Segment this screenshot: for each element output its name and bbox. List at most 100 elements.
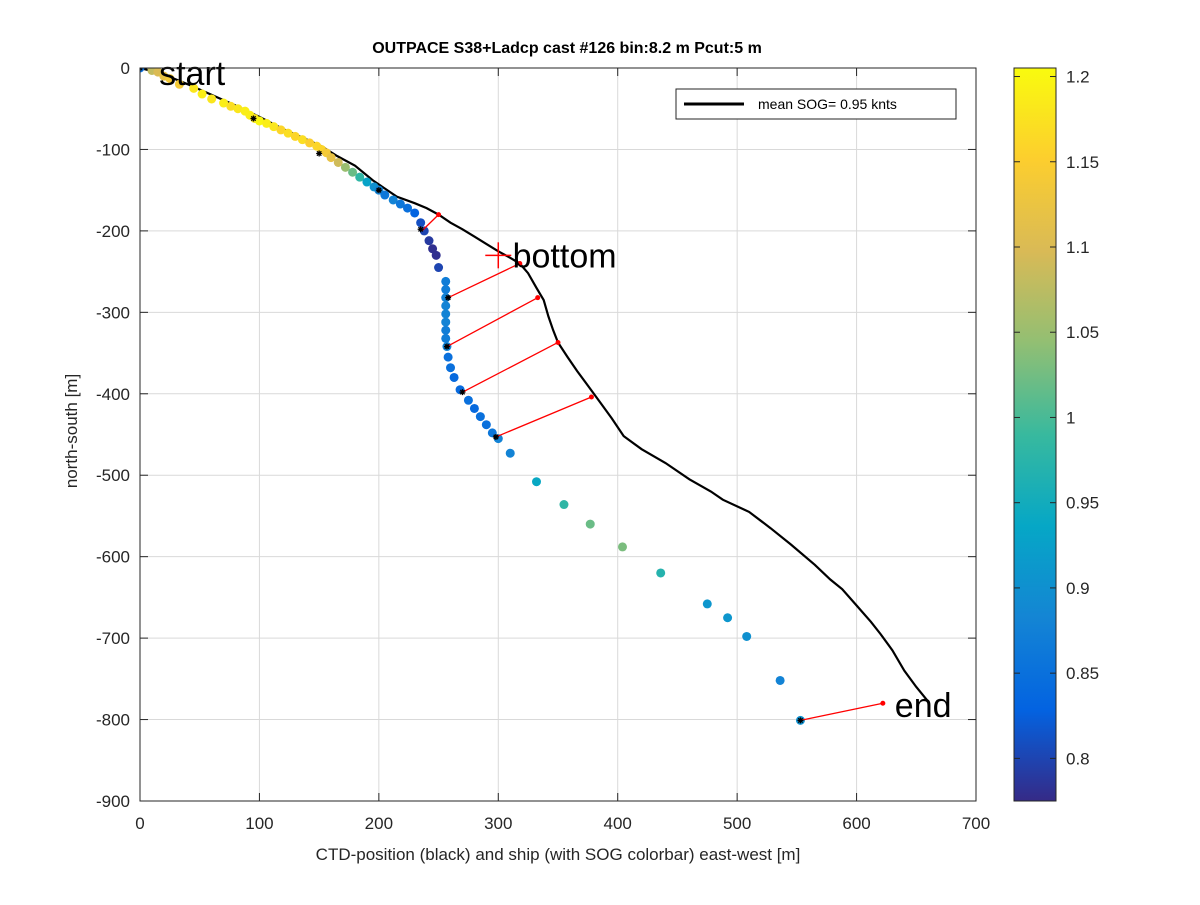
x-tick-label: 0 — [135, 814, 144, 833]
ctd-red-point — [588, 394, 594, 400]
ship-position-point — [233, 104, 243, 114]
colorbar-tick-label: 1 — [1066, 408, 1075, 427]
black-markers — [140, 68, 804, 724]
ship-positions — [140, 68, 805, 725]
chart-title: OUTPACE S38+Ladcp cast #126 bin:8.2 m Pc… — [372, 40, 762, 57]
connector-line — [447, 262, 521, 299]
ship-position-point — [189, 83, 199, 93]
ship-position-point — [165, 74, 175, 84]
connector-line — [462, 341, 559, 393]
colorbar-tick-label: 1.15 — [1066, 153, 1099, 172]
ship-position-point — [585, 519, 595, 529]
x-tick-label: 100 — [245, 814, 273, 833]
colorbar-ticks: 0.8 0.85 0.9 0.95 1 1.05 1.1 1.15 1.2 — [1014, 68, 1099, 768]
ship-position-point — [441, 317, 451, 327]
ship-position-point — [469, 403, 479, 413]
ship-position-point — [532, 477, 542, 487]
ship-position-point — [441, 325, 451, 335]
ship-position-point — [656, 568, 666, 578]
colorbar-bar — [1013, 67, 1057, 802]
ctd-red-point — [535, 295, 541, 301]
ship-position-point — [559, 500, 569, 510]
black-marker — [797, 717, 804, 724]
ship-position-point — [388, 195, 398, 205]
ship-position-point — [775, 675, 785, 685]
ship-position-point — [702, 599, 712, 609]
connector-line — [495, 396, 592, 438]
ctd-red-point — [436, 212, 442, 218]
ship-position-point — [290, 131, 300, 141]
annotation-bottom: bottom — [513, 237, 617, 275]
y-tick-label: -400 — [96, 385, 130, 404]
black-marker — [316, 150, 323, 157]
annotations: start bottom end — [159, 55, 951, 725]
ship-position-point — [481, 420, 491, 430]
ctd-red-point — [555, 339, 561, 345]
plot-area — [140, 68, 976, 801]
x-tick-label: 300 — [484, 814, 512, 833]
x-tick-labels: 0 100 200 300 400 500 600 700 — [135, 814, 990, 833]
ship-position-point — [380, 190, 390, 200]
ship-position-point — [305, 138, 315, 148]
y-axis-label: north-south [m] — [62, 374, 81, 488]
y-tick-label: -600 — [96, 548, 130, 567]
colorbar-tick-label: 0.8 — [1066, 749, 1090, 768]
ship-position-point — [441, 276, 451, 286]
ship-position-point — [441, 333, 451, 343]
ship-position-point — [197, 89, 207, 99]
legend-label: mean SOG= 0.95 knts — [758, 96, 897, 112]
ship-position-point — [254, 116, 264, 126]
x-axis-label: CTD-position (black) and ship (with SOG … — [316, 845, 801, 864]
y-tick-label: -300 — [96, 303, 130, 322]
x-tick-label: 400 — [604, 814, 632, 833]
connector-line — [800, 702, 883, 722]
ship-position-point — [449, 372, 459, 382]
colorbar-tick-label: 1.05 — [1066, 323, 1099, 342]
ship-position-point — [441, 285, 451, 295]
black-marker — [417, 226, 424, 233]
legend: mean SOG= 0.95 knts — [675, 88, 957, 120]
annotation-start: start — [159, 55, 226, 93]
y-tick-label: -200 — [96, 222, 130, 241]
black-marker — [492, 433, 499, 440]
y-tick-labels: 0 -100 -200 -300 -400 -500 -600 -700 -800 -900 — [96, 59, 130, 811]
plot-frame — [139, 67, 977, 802]
colorbar-tick-label: 1.2 — [1066, 68, 1090, 87]
y-tick-label: -500 — [96, 466, 130, 485]
ship-position-point — [431, 250, 441, 260]
x-tick-label: 200 — [365, 814, 393, 833]
ship-position-point — [617, 542, 627, 552]
ship-position-point — [269, 122, 279, 132]
black-marker — [250, 115, 257, 122]
ship-position-point — [219, 98, 229, 108]
ship-position-point — [226, 101, 236, 111]
connector-line — [446, 297, 539, 348]
colorbar-tick-label: 0.9 — [1066, 579, 1090, 598]
black-marker — [443, 343, 450, 350]
axis-ticks — [139, 67, 977, 802]
black-marker — [375, 187, 382, 194]
ship-position-point — [355, 172, 365, 182]
x-tick-label: 700 — [962, 814, 990, 833]
ship-position-point — [340, 162, 350, 172]
ship-position-point — [297, 135, 307, 145]
colorbar-tick-label: 0.95 — [1066, 494, 1099, 513]
ship-position-point — [463, 395, 473, 405]
ship-position-point — [742, 631, 752, 641]
y-tick-label: -800 — [96, 711, 130, 730]
colorbar-tick-label: 1.1 — [1066, 238, 1090, 257]
ship-position-point — [443, 352, 453, 362]
x-tick-label: 500 — [723, 814, 751, 833]
y-tick-label: -700 — [96, 629, 130, 648]
ship-position-point — [446, 363, 456, 373]
bottom-marker — [485, 242, 512, 269]
black-marker — [445, 294, 452, 301]
ship-position-point — [174, 79, 184, 89]
connector-lines — [421, 212, 886, 722]
colorbar: 0.8 0.85 0.9 0.95 1 1.05 1.1 1.15 1.2 — [1013, 67, 1099, 802]
ship-position-point — [416, 218, 426, 228]
ship-position-point — [333, 157, 343, 167]
ship-position-point — [410, 208, 420, 218]
